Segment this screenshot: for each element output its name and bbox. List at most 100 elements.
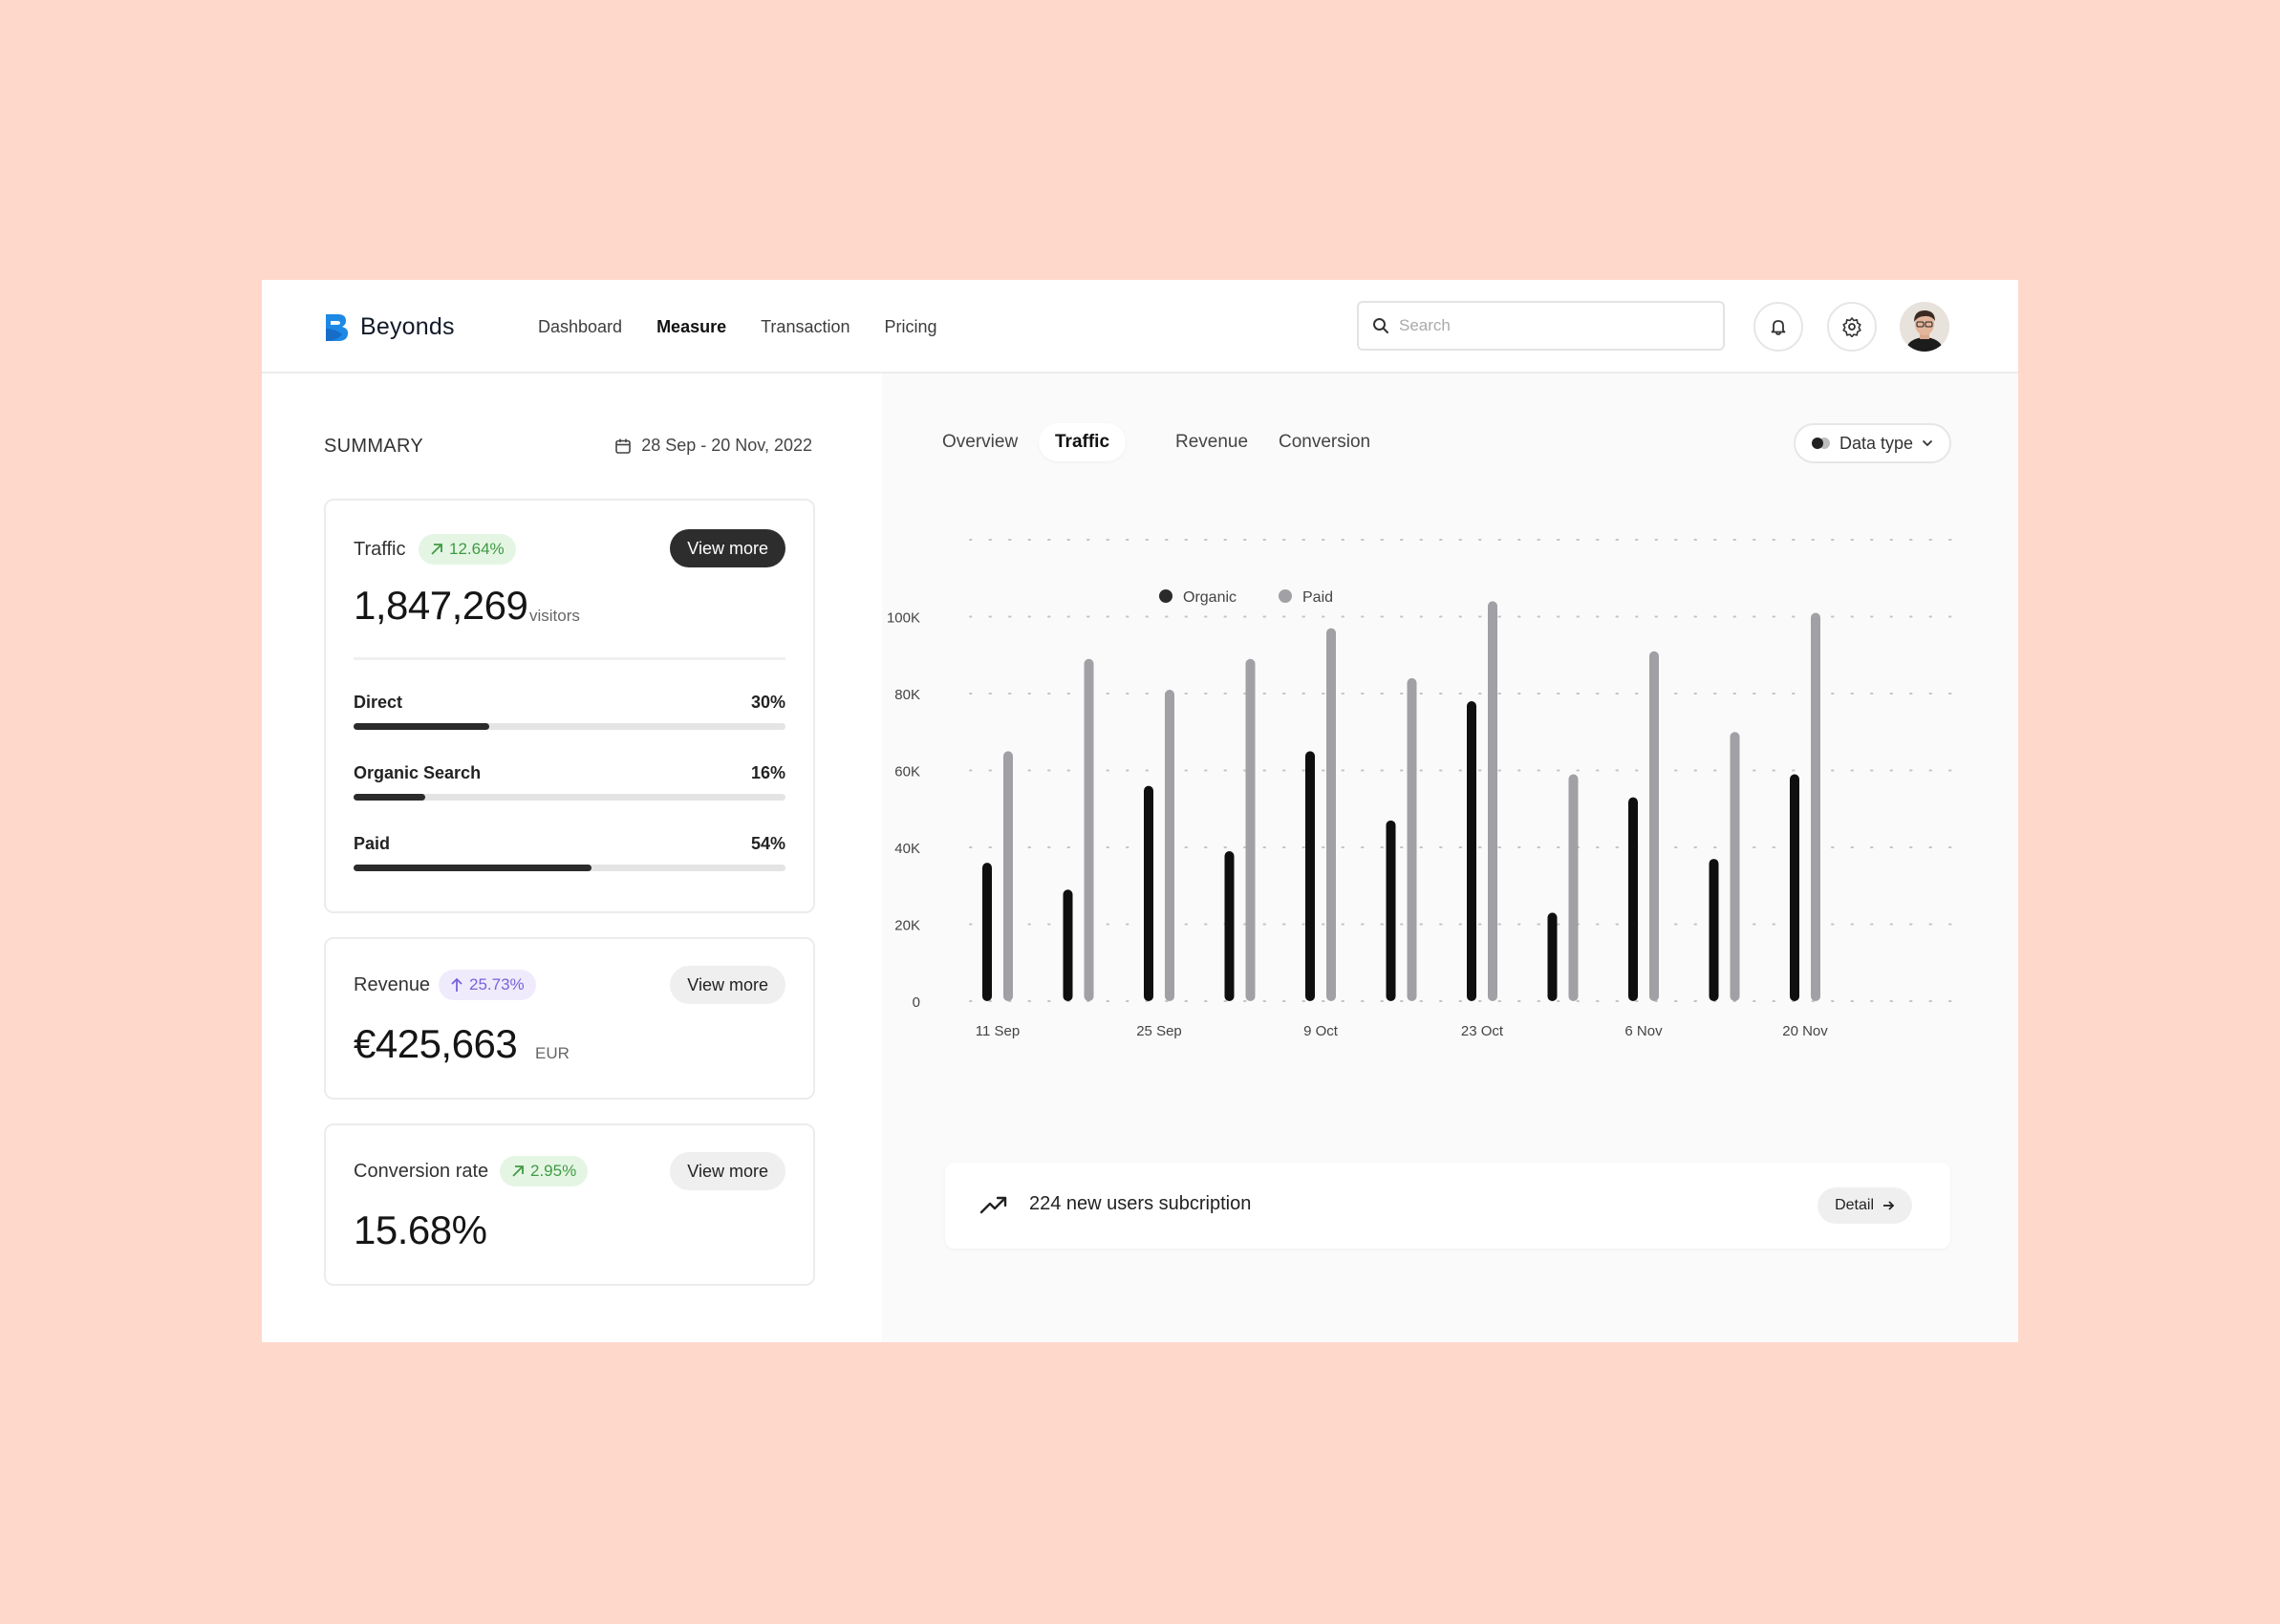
bar-paid [1811, 612, 1820, 1001]
y-tick-label: 20K [894, 918, 920, 934]
traffic-total: 1,847,269 [354, 583, 528, 628]
bar-paid [1084, 658, 1094, 1001]
bar-paid [1730, 732, 1740, 1001]
avatar-image [1900, 302, 1949, 352]
calendar-icon [615, 438, 632, 454]
bar-paid [1649, 651, 1659, 1001]
detail-button[interactable]: Detail [1818, 1187, 1912, 1224]
source-progress-fill [354, 723, 490, 730]
chart-panel: Overview Traffic Revenue Conversion Data… [882, 374, 2018, 1342]
summary-title: SUMMARY [324, 436, 423, 457]
date-range-text: 28 Sep - 20 Nov, 2022 [641, 436, 812, 455]
source-name: Paid [354, 834, 391, 853]
conversion-view-more-button[interactable]: View more [670, 1152, 785, 1190]
bar-organic [1386, 820, 1396, 1001]
source-progress-track [354, 723, 785, 730]
notifications-button[interactable] [1753, 302, 1803, 352]
source-percent: 54% [750, 834, 785, 853]
settings-button[interactable] [1827, 302, 1877, 352]
conversion-label: Conversion rate [354, 1161, 489, 1182]
search-icon [1373, 318, 1388, 333]
user-avatar[interactable] [1900, 302, 1949, 352]
nav-transaction[interactable]: Transaction [761, 316, 850, 336]
revenue-unit: EUR [535, 1044, 570, 1062]
traffic-view-more-button[interactable]: View more [670, 529, 785, 567]
arrow-up-right-icon [431, 544, 442, 555]
x-tick-label: 20 Nov [1782, 1023, 1828, 1039]
arrow-up-right-icon [512, 1165, 524, 1177]
traffic-divider [354, 657, 785, 660]
traffic-label: Traffic [354, 539, 406, 560]
tab-traffic[interactable]: Traffic [1039, 423, 1127, 461]
beyonds-logo-icon [326, 313, 349, 341]
source-progress-fill [354, 865, 592, 871]
arrow-right-icon [1883, 1201, 1895, 1210]
bar-paid [1568, 774, 1579, 1001]
data-type-label: Data type [1839, 433, 1913, 453]
nav-measure[interactable]: Measure [656, 316, 727, 336]
x-tick-label: 25 Sep [1136, 1023, 1182, 1039]
revenue-change-value: 25.73% [469, 975, 525, 994]
bar-organic [1144, 785, 1153, 1001]
revenue-label: Revenue [354, 974, 431, 995]
gear-icon [1842, 317, 1861, 337]
revenue-change-badge: 25.73% [439, 970, 536, 1000]
bar-organic [1709, 859, 1719, 1001]
bar-paid [1488, 601, 1497, 1001]
arrow-up-icon [451, 977, 462, 992]
traffic-bar-chart: Organic Paid 0 20K 40K 60K 80K 100K 11 Sep 25 Sep… [887, 539, 1963, 1039]
traffic-change-value: 12.64% [449, 540, 505, 558]
search-box[interactable] [1357, 301, 1725, 351]
search-input[interactable] [1399, 316, 1686, 335]
legend-label: Organic [1183, 589, 1237, 606]
bar-paid [1326, 628, 1336, 1001]
bell-icon [1771, 320, 1786, 335]
bar-organic [1790, 774, 1799, 1001]
main-nav: Dashboard Measure Transaction Pricing [538, 280, 972, 374]
chevron-down-icon [1923, 440, 1932, 446]
legend-swatch [1159, 589, 1172, 603]
source-percent: 30% [750, 693, 785, 712]
x-tick-label: 23 Oct [1461, 1023, 1504, 1039]
bar-organic [1305, 751, 1315, 1001]
legend-swatch [1279, 589, 1292, 603]
legend-label: Paid [1302, 589, 1333, 606]
conversion-card: Conversion rate 2.95% View more 15.68% [324, 1123, 815, 1286]
y-tick-label: 0 [913, 994, 920, 1011]
tab-conversion[interactable]: Conversion [1279, 432, 1371, 452]
data-type-dropdown[interactable]: Data type [1793, 423, 1951, 463]
revenue-card: Revenue 25.73% View more €425,663 EUR [324, 937, 815, 1100]
bar-organic [1467, 701, 1476, 1001]
bar-paid [1165, 689, 1174, 1001]
nav-pricing[interactable]: Pricing [884, 316, 937, 336]
source-name: Organic Search [354, 763, 482, 782]
bar-paid [1245, 658, 1256, 1001]
brand-name: Beyonds [360, 312, 455, 340]
traffic-unit: visitors [529, 607, 580, 625]
y-tick-label: 80K [894, 687, 920, 703]
tab-revenue[interactable]: Revenue [1175, 432, 1249, 452]
date-range[interactable]: 28 Sep - 20 Nov, 2022 [614, 436, 812, 456]
logo[interactable]: Beyonds [324, 309, 455, 345]
conversion-change-badge: 2.95% [500, 1156, 589, 1186]
detail-button-label: Detail [1835, 1197, 1874, 1213]
source-progress-track [354, 794, 785, 801]
bar-paid [1407, 677, 1417, 1001]
nav-dashboard[interactable]: Dashboard [538, 316, 623, 336]
bar-organic [1224, 851, 1235, 1001]
new-users-text: 224 new users subcription [1029, 1193, 1252, 1214]
traffic-card: Traffic 12.64% View more 1,847,269 visit… [324, 499, 815, 913]
revenue-view-more-button[interactable]: View more [670, 966, 785, 1004]
trending-up-icon [979, 1196, 1007, 1214]
summary-panel: SUMMARY 28 Sep - 20 Nov, 2022 Traffic 12… [262, 374, 882, 1342]
y-tick-label: 100K [887, 610, 920, 627]
source-name: Direct [354, 693, 403, 712]
x-tick-label: 9 Oct [1303, 1023, 1339, 1039]
top-bar: Beyonds Dashboard Measure Transaction Pr… [262, 280, 2018, 374]
tab-overview[interactable]: Overview [942, 432, 1019, 452]
bar-organic [1628, 797, 1638, 1001]
revenue-total: €425,663 [354, 1021, 518, 1066]
source-progress-fill [354, 794, 425, 801]
source-percent: 16% [750, 763, 785, 782]
new-users-card: 224 new users subcription Detail [945, 1163, 1950, 1249]
